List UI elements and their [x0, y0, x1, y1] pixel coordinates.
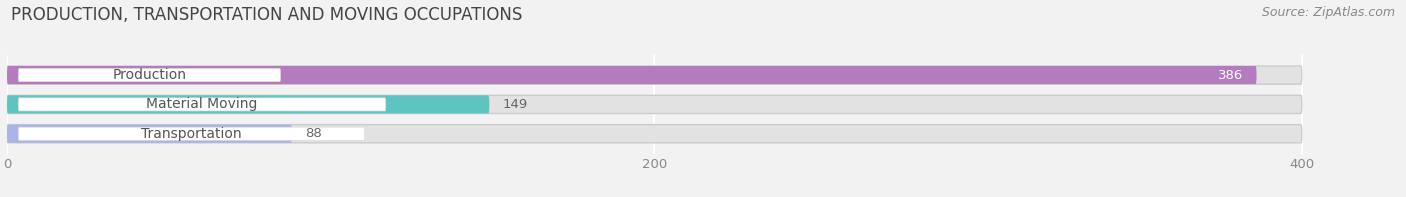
FancyBboxPatch shape	[7, 95, 1302, 113]
Text: Production: Production	[112, 68, 187, 82]
Text: 149: 149	[502, 98, 527, 111]
Text: Material Moving: Material Moving	[146, 97, 257, 112]
FancyBboxPatch shape	[18, 98, 385, 111]
FancyBboxPatch shape	[7, 125, 292, 143]
Text: 386: 386	[1219, 69, 1243, 82]
FancyBboxPatch shape	[7, 66, 1257, 84]
Text: 88: 88	[305, 127, 322, 140]
Text: Source: ZipAtlas.com: Source: ZipAtlas.com	[1261, 6, 1395, 19]
Text: Transportation: Transportation	[141, 127, 242, 141]
FancyBboxPatch shape	[18, 127, 364, 140]
FancyBboxPatch shape	[7, 95, 489, 113]
FancyBboxPatch shape	[7, 66, 1302, 84]
Text: PRODUCTION, TRANSPORTATION AND MOVING OCCUPATIONS: PRODUCTION, TRANSPORTATION AND MOVING OC…	[11, 6, 523, 24]
FancyBboxPatch shape	[18, 69, 281, 82]
FancyBboxPatch shape	[7, 125, 1302, 143]
